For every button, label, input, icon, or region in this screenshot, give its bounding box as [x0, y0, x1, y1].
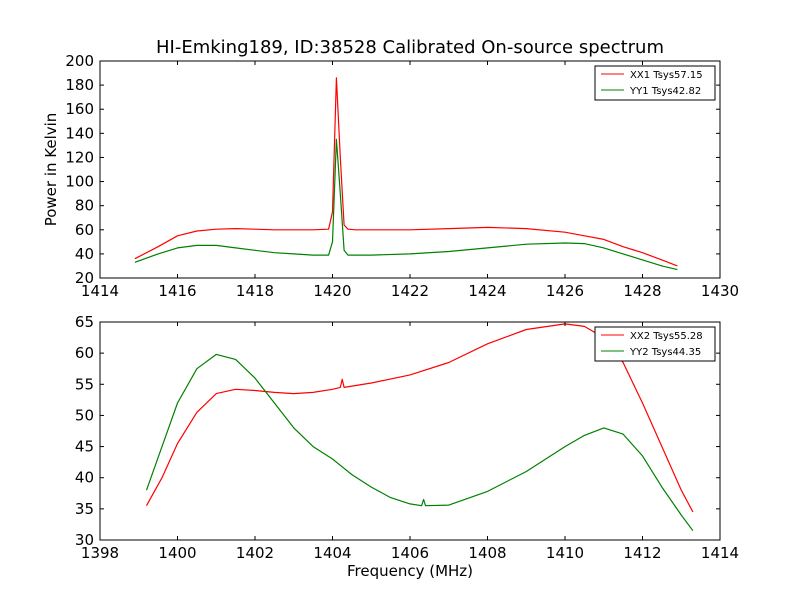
x-tick-label: 1416 — [158, 282, 196, 300]
y-tick-label: 200 — [65, 52, 94, 70]
y-tick-label: 180 — [65, 76, 94, 94]
x-tick-label: 1412 — [623, 544, 661, 562]
x-tick-label: 1410 — [546, 544, 584, 562]
y-tick-label: 100 — [65, 173, 94, 191]
x-tick-label: 1408 — [468, 544, 506, 562]
x-tick-label: 1406 — [391, 544, 429, 562]
series-line-yy2 — [145, 353, 694, 532]
legend-label-xx2: XX2 Tsys55.28 — [630, 331, 703, 342]
y-tick-label: 60 — [75, 221, 94, 239]
y-tick-label: 45 — [75, 438, 94, 456]
x-tick-label: 1430 — [701, 282, 739, 300]
y-tick-label: 35 — [75, 500, 94, 518]
x-tick-label: 1420 — [313, 282, 351, 300]
bottom-legend: XX2 Tsys55.28 YY2 Tsys44.35 — [594, 326, 716, 362]
chart-title: HI-Emking189, ID:38528 Calibrated On-sou… — [156, 37, 664, 58]
series-line-xx1 — [134, 77, 678, 267]
top-series-group — [134, 77, 678, 271]
x-tick-label: 1400 — [158, 544, 196, 562]
x-tick-label: 1428 — [623, 282, 661, 300]
x-tick-label: 1426 — [546, 282, 584, 300]
x-tick-label: 1422 — [391, 282, 429, 300]
y-tick-label: 40 — [75, 469, 94, 487]
y-tick-label: 50 — [75, 406, 94, 424]
y-tick-label: 160 — [65, 100, 94, 118]
y-tick-label: 120 — [65, 148, 94, 166]
x-tick-label: 1398 — [81, 544, 119, 562]
bottom-ticks: 1398 1400 1402 1404 1406 1408 1410 1412 1414 30 35… — [75, 313, 739, 562]
y-tick-label: 60 — [75, 344, 94, 362]
y-tick-label: 65 — [75, 313, 94, 331]
legend-label-yy2: YY2 Tsys44.35 — [629, 347, 701, 358]
x-tick-label: 1414 — [81, 282, 119, 300]
top-legend: XX1 Tsys57.15 YY1 Tsys42.82 — [594, 65, 716, 101]
y-tick-label: 80 — [75, 197, 94, 215]
bottom-x-axis-label: Frequency (MHz) — [347, 562, 473, 580]
legend-label-xx1: XX1 Tsys57.15 — [630, 70, 703, 81]
bottom-legend-box — [594, 326, 716, 362]
y-tick-label: 40 — [75, 245, 94, 263]
bottom-panel: 1398 1400 1402 1404 1406 1408 1410 1412 1414 30 35… — [75, 313, 739, 580]
x-tick-label: 1402 — [236, 544, 274, 562]
x-tick-label: 1414 — [701, 544, 739, 562]
series-line-yy1 — [134, 138, 678, 271]
top-ticks: 1414 1416 1418 1420 1422 1424 1426 1428 1430 20 40… — [65, 52, 739, 300]
y-tick-label: 55 — [75, 375, 94, 393]
x-tick-label: 1418 — [236, 282, 274, 300]
y-tick-label: 140 — [65, 124, 94, 142]
y-tick-label: 30 — [75, 531, 94, 549]
top-panel: 1414 1416 1418 1420 1422 1424 1426 1428 1430 20 40… — [42, 52, 739, 300]
top-y-axis-label: Power in Kelvin — [42, 113, 60, 227]
legend-label-yy1: YY1 Tsys42.82 — [629, 86, 701, 97]
y-tick-label: 20 — [75, 269, 94, 287]
top-legend-box — [594, 65, 716, 101]
x-tick-label: 1424 — [468, 282, 506, 300]
x-tick-label: 1404 — [313, 544, 351, 562]
